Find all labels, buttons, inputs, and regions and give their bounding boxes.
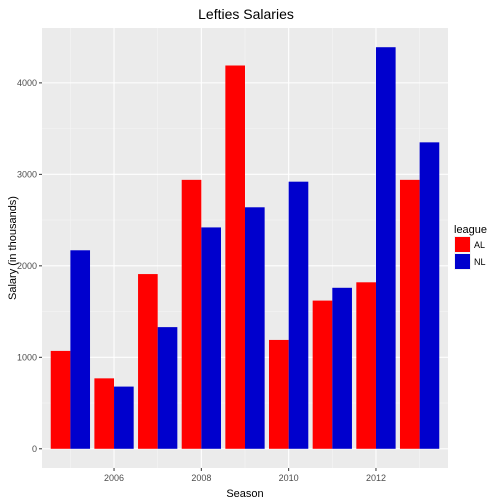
y-tick-label: 2000 — [17, 261, 37, 271]
y-tick-label: 1000 — [17, 352, 37, 362]
x-tick-label: 2010 — [279, 473, 299, 483]
x-tick-label: 2006 — [104, 473, 124, 483]
legend-label-al: AL — [474, 240, 485, 250]
x-axis: 2006 2008 2010 2012 — [104, 468, 386, 483]
bar-nl-2009 — [245, 207, 265, 449]
bar-nl-2013 — [419, 142, 440, 449]
bar-nl-2006 — [114, 386, 134, 449]
legend-label-nl: NL — [474, 257, 486, 267]
y-tick-label: 0 — [32, 444, 37, 454]
legend: league AL NL — [454, 224, 487, 270]
x-tick-label: 2012 — [366, 473, 386, 483]
y-tick-label: 4000 — [17, 78, 37, 88]
bar-al-2013 — [399, 179, 420, 449]
y-axis-title: Salary (in thousands) — [7, 196, 19, 300]
bar-nl-2012 — [375, 47, 396, 449]
bar-al-2011 — [312, 300, 333, 449]
x-axis-title: Season — [226, 488, 263, 500]
bar-nl-2010 — [288, 181, 309, 449]
bar-al-2010 — [269, 339, 289, 449]
chart-title: Lefties Salaries — [198, 6, 294, 22]
bar-nl-2011 — [332, 287, 352, 449]
bar-al-2012 — [356, 282, 376, 449]
bar-al-2006 — [94, 378, 115, 449]
y-tick-label: 3000 — [17, 169, 37, 179]
bar-nl-2005 — [70, 250, 91, 449]
bar-nl-2007 — [157, 327, 178, 449]
bar-al-2005 — [50, 350, 71, 449]
bar-al-2007 — [138, 274, 158, 449]
y-axis: 0 1000 2000 3000 4000 — [17, 78, 42, 454]
bar-al-2008 — [181, 179, 202, 449]
legend-key-al — [455, 237, 470, 252]
bars — [50, 47, 440, 449]
legend-key-nl — [455, 254, 470, 269]
bar-al-2009 — [225, 65, 245, 449]
x-tick-label: 2008 — [191, 473, 211, 483]
legend-title: league — [454, 224, 487, 236]
bar-nl-2008 — [201, 227, 221, 449]
